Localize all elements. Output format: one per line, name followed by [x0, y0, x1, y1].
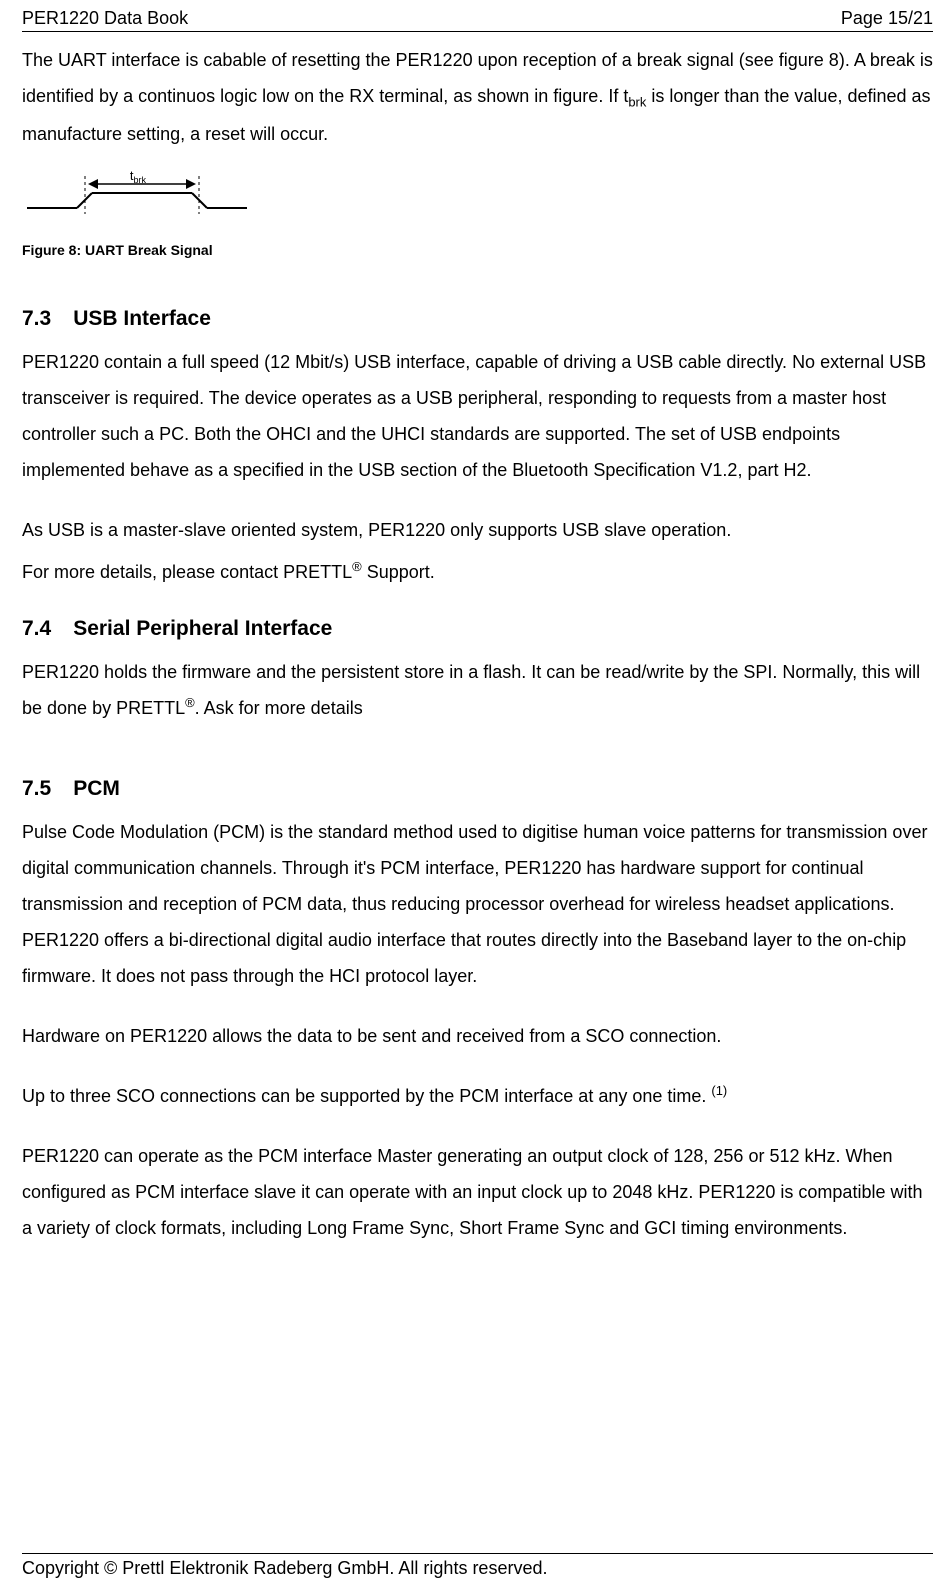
spacer — [22, 494, 933, 512]
page-footer: Copyright © Prettl Elektronik Radeberg G… — [22, 1553, 933, 1579]
s73-paragraph-3: For more details, please contact PRETTL®… — [22, 554, 933, 590]
s73-p3a: For more details, please contact PRETTL — [22, 562, 352, 582]
s73-paragraph-1: PER1220 contain a full speed (12 Mbit/s)… — [22, 344, 933, 488]
header-title: PER1220 Data Book — [22, 8, 188, 29]
heading-number: 7.5 — [22, 768, 51, 810]
heading-number: 7.3 — [22, 298, 51, 340]
page: PER1220 Data Book Page 15/21 The UART in… — [0, 0, 951, 1587]
heading-7-3: 7.3 USB Interface — [22, 298, 933, 340]
intro-subscript: brk — [628, 95, 646, 110]
header-page-number: Page 15/21 — [841, 8, 933, 29]
footer-text: Copyright © Prettl Elektronik Radeberg G… — [22, 1558, 547, 1578]
spacer — [22, 1120, 933, 1138]
heading-title: Serial Peripheral Interface — [73, 617, 332, 640]
registered-mark: ® — [352, 559, 362, 574]
s75-p3a: Up to three SCO connections can be suppo… — [22, 1086, 711, 1106]
page-content: The UART interface is cabable of resetti… — [22, 42, 933, 1527]
intro-paragraph: The UART interface is cabable of resetti… — [22, 42, 933, 152]
heading-number: 7.4 — [22, 608, 51, 650]
heading-7-5: 7.5 PCM — [22, 768, 933, 810]
s73-paragraph-2: As USB is a master-slave oriented system… — [22, 512, 933, 548]
uart-break-signal-svg: tbrk — [22, 170, 252, 220]
footnote-ref: (1) — [711, 1083, 727, 1098]
s74-p1b: . Ask for more details — [195, 698, 363, 718]
figure-8-caption: Figure 8: UART Break Signal — [22, 236, 933, 264]
s75-paragraph-1: Pulse Code Modulation (PCM) is the stand… — [22, 814, 933, 994]
s74-p1a: PER1220 holds the firmware and the persi… — [22, 662, 920, 718]
spacer — [22, 732, 933, 750]
spacer — [22, 1060, 933, 1078]
s73-p3b: Support. — [362, 562, 435, 582]
heading-title: PCM — [73, 777, 120, 800]
spacer — [22, 1000, 933, 1018]
figure-8-diagram: tbrk — [22, 170, 933, 232]
svg-text:tbrk: tbrk — [130, 170, 147, 185]
s75-paragraph-4: PER1220 can operate as the PCM interface… — [22, 1138, 933, 1246]
s75-paragraph-3: Up to three SCO connections can be suppo… — [22, 1078, 933, 1114]
heading-7-4: 7.4 Serial Peripheral Interface — [22, 608, 933, 650]
s75-paragraph-2: Hardware on PER1220 allows the data to b… — [22, 1018, 933, 1054]
heading-title: USB Interface — [73, 307, 211, 330]
registered-mark: ® — [185, 695, 195, 710]
page-header: PER1220 Data Book Page 15/21 — [22, 8, 933, 32]
s74-paragraph-1: PER1220 holds the firmware and the persi… — [22, 654, 933, 726]
